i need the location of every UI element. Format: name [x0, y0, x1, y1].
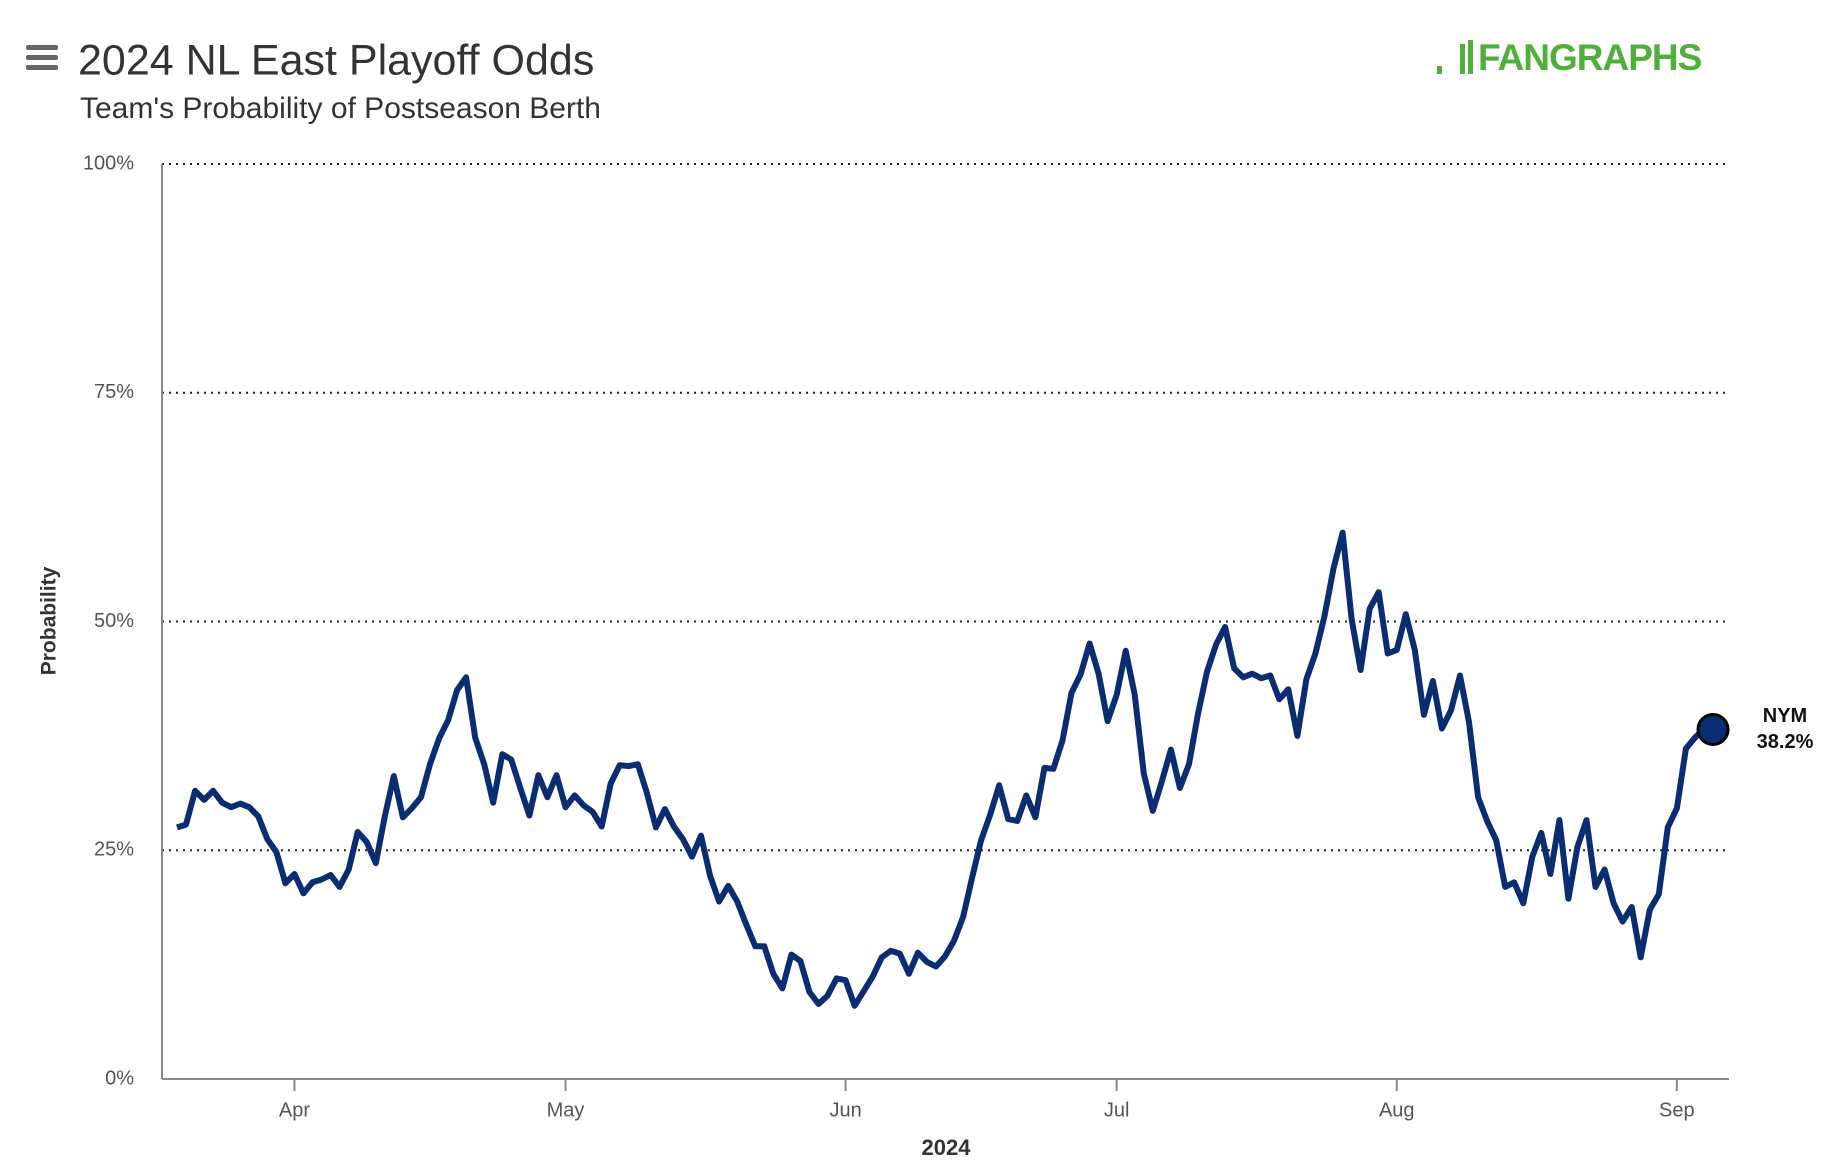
x-tick-label: Sep — [1659, 1099, 1695, 1121]
menu-bar — [26, 55, 58, 60]
end-value-label: 38.2% — [1757, 731, 1814, 753]
menu-bar — [26, 45, 58, 50]
x-tick-label: May — [547, 1099, 585, 1121]
x-tick-label: Jun — [829, 1099, 861, 1121]
series-line — [176, 529, 1714, 1009]
series-label: NYM — [1763, 705, 1807, 727]
y-tick-label: 100% — [83, 152, 134, 174]
x-axis-title: 2024 — [922, 1135, 972, 1160]
y-tick-label: 50% — [94, 610, 134, 632]
logo-bar — [1437, 66, 1442, 74]
y-tick-label: 25% — [94, 839, 134, 861]
x-tick-label: Jul — [1104, 1099, 1130, 1121]
logo-bar — [1460, 44, 1465, 74]
end-marker — [1696, 712, 1730, 746]
logo-text: FANGRAPHS — [1478, 37, 1702, 78]
x-tick-label: Apr — [279, 1099, 310, 1121]
y-axis-title: Probability — [38, 566, 61, 675]
logo: FANGRAPHS — [1437, 37, 1703, 78]
y-tick-label: 0% — [105, 1067, 134, 1089]
x-tick-label: Aug — [1379, 1099, 1415, 1121]
menu-icon[interactable] — [26, 45, 58, 70]
menu-bar — [26, 65, 58, 70]
chart-title: 2024 NL East Playoff Odds — [78, 36, 594, 84]
chart-subtitle: Team's Probability of Postseason Berth — [80, 92, 601, 125]
y-tick-label: 75% — [94, 381, 134, 403]
logo-bar — [1468, 40, 1473, 74]
